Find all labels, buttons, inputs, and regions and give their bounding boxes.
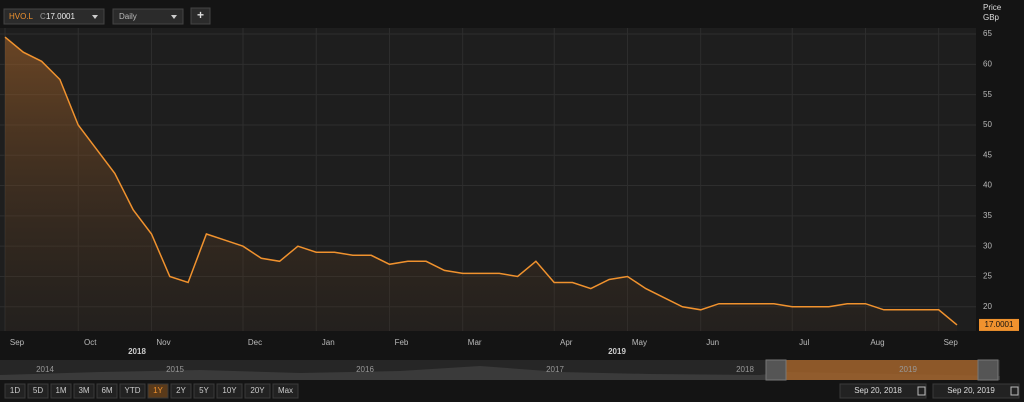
add-label: + <box>197 8 204 22</box>
close-value: 17.0001 <box>46 12 75 21</box>
range-button[interactable]: 1M <box>50 383 72 399</box>
range-button-label: 6M <box>101 386 112 395</box>
x-tick-label: Feb <box>395 338 409 347</box>
range-button-label: Max <box>278 386 293 395</box>
x-tick-label: Mar <box>468 338 482 347</box>
y-tick-label: 60 <box>983 59 992 68</box>
range-button-label: 5Y <box>199 386 209 395</box>
navigator-year: 2015 <box>166 365 184 374</box>
calendar-icon[interactable] <box>917 386 926 396</box>
range-button[interactable]: Max <box>272 383 299 399</box>
x-tick-label: May <box>632 338 647 347</box>
range-button[interactable]: 1D <box>4 383 26 399</box>
range-button-bg <box>216 383 243 399</box>
range-button[interactable]: 10Y <box>216 383 243 399</box>
range-button-bg <box>272 383 299 399</box>
navigator-year: 2014 <box>36 365 54 374</box>
year-label: 2018 <box>128 347 146 356</box>
navigator-year: 2017 <box>546 365 564 374</box>
dropdown-arrow <box>92 15 98 19</box>
range-button-label: 3M <box>78 386 89 395</box>
year-label: 2019 <box>608 347 626 356</box>
range-button-label: 1D <box>10 386 20 395</box>
x-tick-label: Jan <box>322 338 335 347</box>
range-button-label: 10Y <box>222 386 237 395</box>
price-line <box>4 36 958 326</box>
y-tick-label: 50 <box>983 120 992 129</box>
range-button-label: 5D <box>33 386 43 395</box>
interval-box[interactable] <box>112 8 184 25</box>
range-button-bg <box>96 383 118 399</box>
range-button-bg <box>193 383 215 399</box>
y-tick-label: 65 <box>983 29 992 38</box>
x-tick-label: Sep <box>10 338 25 347</box>
range-button-bg <box>147 383 169 399</box>
date-box <box>932 383 1020 399</box>
y-tick-label: 30 <box>983 241 992 250</box>
x-tick-label: Jul <box>799 338 809 347</box>
range-button[interactable]: YTD <box>119 383 146 399</box>
navigator-area <box>0 366 1000 380</box>
range-button[interactable]: 2Y <box>170 383 192 399</box>
range-button-bg <box>244 383 271 399</box>
navigator-handle[interactable] <box>977 359 999 381</box>
navigator-year: 2016 <box>356 365 374 374</box>
y-tick-label: 45 <box>983 150 992 159</box>
close-prefix: C <box>40 12 46 21</box>
date-box <box>839 383 927 399</box>
range-button-bg <box>4 383 26 399</box>
navigator-year: 2019 <box>899 365 917 374</box>
range-button[interactable]: 5Y <box>193 383 215 399</box>
x-tick-label: Nov <box>156 338 170 347</box>
range-button-bg <box>50 383 72 399</box>
range-button[interactable]: 3M <box>73 383 95 399</box>
range-button-label: 20Y <box>250 386 265 395</box>
range-button-bg <box>73 383 95 399</box>
navigator-year: 2018 <box>736 365 754 374</box>
last-price-label: 17.0001 <box>985 320 1014 329</box>
axis-unit: GBp <box>983 13 1000 22</box>
y-tick-label: 25 <box>983 272 992 281</box>
interval: Daily <box>119 12 137 21</box>
range-button-bg <box>170 383 192 399</box>
range-button[interactable]: 6M <box>96 383 118 399</box>
range-button-label: 2Y <box>176 386 186 395</box>
date-label: Sep 20, 2018 <box>854 386 902 395</box>
range-button-bg <box>27 383 49 399</box>
range-button[interactable]: 1Y <box>147 383 169 399</box>
x-tick-label: Aug <box>870 338 884 347</box>
dropdown-arrow <box>171 15 177 19</box>
x-tick-label: Apr <box>560 338 573 347</box>
navigator-handle[interactable] <box>765 359 787 381</box>
y-tick-label: 40 <box>983 181 992 190</box>
date-label: Sep 20, 2019 <box>947 386 995 395</box>
x-tick-label: Oct <box>84 338 97 347</box>
range-button-bg <box>119 383 146 399</box>
y-tick-label: 35 <box>983 211 992 220</box>
range-button-label: 1M <box>55 386 66 395</box>
x-tick-label: Sep <box>944 338 959 347</box>
add-button[interactable] <box>190 7 211 25</box>
area-fill <box>5 37 957 331</box>
x-tick-label: Jun <box>706 338 719 347</box>
range-button-label: YTD <box>125 386 141 395</box>
calendar-icon[interactable] <box>1010 386 1019 396</box>
range-button-label: 1Y <box>153 386 163 395</box>
symbol-box[interactable] <box>3 8 105 25</box>
x-tick-label: Dec <box>248 338 262 347</box>
range-button[interactable]: 20Y <box>244 383 271 399</box>
last-price-box <box>979 318 1019 331</box>
symbol: HVO.L <box>9 12 34 21</box>
axis-title: Price <box>983 3 1002 12</box>
navigator-selection[interactable] <box>786 360 978 380</box>
y-tick-label: 55 <box>983 90 992 99</box>
range-button[interactable]: 5D <box>27 383 49 399</box>
y-tick-label: 20 <box>983 302 992 311</box>
